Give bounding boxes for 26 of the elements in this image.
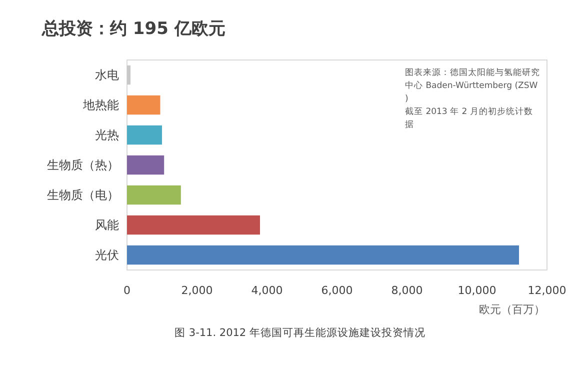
y-tick-label: 生物质（电）: [47, 188, 119, 202]
bar: [127, 95, 160, 115]
y-tick-label: 光伏: [95, 248, 119, 262]
x-tick-label: 8,000: [391, 284, 423, 297]
x-tick-label: 12,000: [528, 284, 566, 297]
y-tick-label: 水电: [95, 68, 119, 82]
y-tick-label: 生物质（热）: [47, 158, 119, 172]
caption: 图 3-11. 2012 年德国可再生能源设施建设投资情况: [174, 326, 426, 339]
x-tick-label: 10,000: [458, 284, 496, 297]
bar: [127, 215, 260, 235]
annotation: 图表来源：德国太阳能与氢能研究中心 Baden-Württemberg (ZSW): [405, 67, 540, 104]
y-tick-label: 地热能: [82, 98, 119, 112]
y-tick-label: 风能: [95, 218, 119, 232]
bar: [127, 125, 162, 145]
x-tick-label: 0: [124, 284, 130, 297]
bar: [127, 245, 519, 265]
chart-title: 总投资：约 195 亿欧元: [41, 19, 226, 39]
annotation: 截至 2013 年 2 月的初步统计数据: [405, 106, 533, 130]
x-tick-label: 4,000: [251, 284, 283, 297]
bar: [127, 65, 130, 85]
bar: [127, 185, 181, 205]
x-tick-label: 2,000: [181, 284, 213, 297]
bar: [127, 155, 164, 175]
y-tick-label: 光热: [95, 128, 119, 142]
x-axis-title: 欧元（百万）: [479, 303, 545, 316]
x-tick-label: 6,000: [321, 284, 353, 297]
